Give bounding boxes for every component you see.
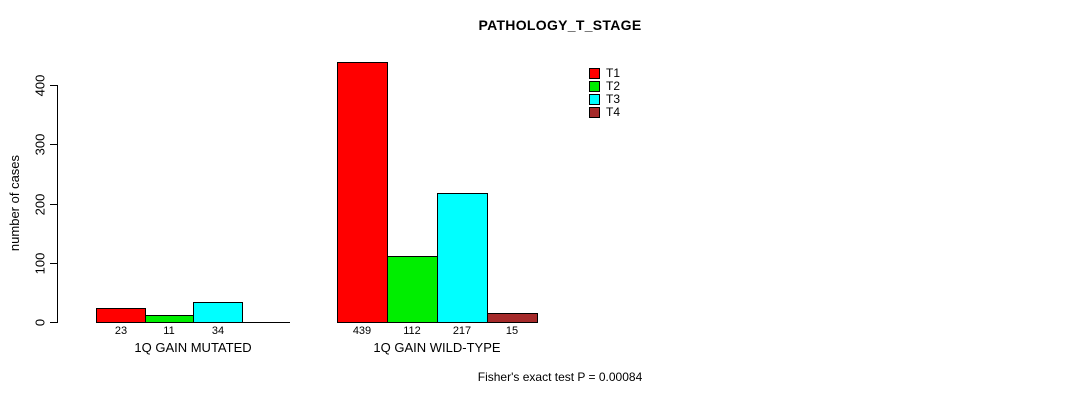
bar-t2-group2: [387, 256, 438, 323]
y-axis-tick-label: 300: [32, 133, 48, 156]
legend-label-t3: T3: [606, 92, 621, 106]
legend-label-t4: T4: [606, 105, 621, 119]
y-axis-tick-label: 400: [32, 74, 48, 97]
y-axis-tick: [50, 144, 57, 145]
bar-value-label: 439: [352, 325, 372, 337]
bar-t1-group2: [337, 62, 388, 323]
bar-value-label: 112: [403, 325, 421, 337]
bar-t4-group2: [487, 313, 538, 323]
legend-label-t2: T2: [606, 79, 621, 93]
y-axis-line: [57, 85, 58, 323]
legend-swatch-t1: [589, 68, 600, 79]
legend-swatch-t3: [589, 94, 600, 105]
bar-value-label: 15: [505, 325, 519, 337]
bar-t3-group2: [437, 193, 488, 323]
chart-title: PATHOLOGY_T_STAGE: [478, 17, 642, 33]
y-axis-tick: [50, 263, 57, 264]
legend-swatch-t2: [589, 81, 600, 92]
bar-value-label: 11: [163, 325, 175, 337]
y-axis-tick-label: 0: [32, 318, 48, 327]
y-axis-tick-label: 200: [32, 193, 48, 216]
y-axis-title: number of cases: [7, 154, 22, 252]
x-category-label: 1Q GAIN MUTATED: [134, 340, 252, 355]
x-category-label: 1Q GAIN WILD-TYPE: [373, 340, 501, 355]
fisher-test-annotation: Fisher's exact test P = 0.00084: [477, 370, 643, 384]
y-axis-tick-label: 100: [32, 252, 48, 275]
legend-label-t1: T1: [606, 66, 621, 80]
bar-value-label: 23: [114, 325, 128, 337]
bar-t3-group1: [193, 302, 243, 323]
bar-t2-group1: [145, 315, 194, 323]
bar-t1-group1: [96, 308, 146, 323]
legend-swatch-t4: [589, 107, 600, 118]
y-axis-tick: [50, 322, 57, 323]
y-axis-tick: [50, 204, 57, 205]
bar-value-label: 34: [211, 325, 225, 337]
y-axis-tick: [50, 85, 57, 86]
bar-value-label: 217: [452, 325, 472, 337]
